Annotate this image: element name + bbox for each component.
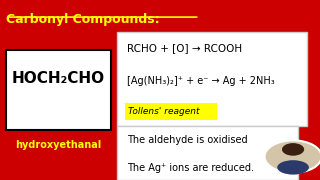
Text: The Ag⁺ ions are reduced.: The Ag⁺ ions are reduced. <box>127 163 254 173</box>
FancyBboxPatch shape <box>125 103 217 120</box>
Text: HOCH₂CHO: HOCH₂CHO <box>12 71 105 86</box>
Circle shape <box>265 140 320 173</box>
Text: The aldehyde is oxidised: The aldehyde is oxidised <box>127 135 247 145</box>
Text: hydroxyethanal: hydroxyethanal <box>15 140 102 150</box>
Text: Carbonyl Compounds:: Carbonyl Compounds: <box>6 13 160 26</box>
FancyBboxPatch shape <box>6 50 111 130</box>
Text: [Ag(NH₃)₂]⁺ + e⁻ → Ag + 2NH₃: [Ag(NH₃)₂]⁺ + e⁻ → Ag + 2NH₃ <box>127 76 275 86</box>
Text: RCHO + [O] → RCOOH: RCHO + [O] → RCOOH <box>127 43 242 53</box>
Circle shape <box>282 143 304 156</box>
FancyBboxPatch shape <box>117 126 298 180</box>
Ellipse shape <box>277 160 309 175</box>
FancyBboxPatch shape <box>117 32 307 126</box>
Text: Tollens' reagent: Tollens' reagent <box>128 107 200 116</box>
